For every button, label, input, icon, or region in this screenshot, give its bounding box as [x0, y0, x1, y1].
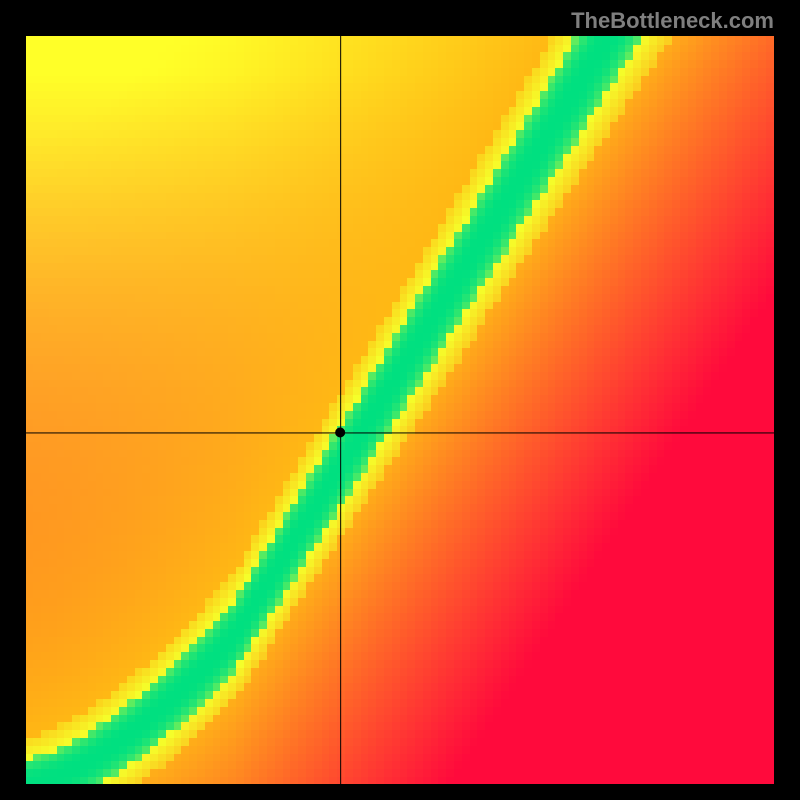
heatmap-canvas: [26, 36, 774, 784]
plot-area: [26, 36, 774, 784]
watermark-text: TheBottleneck.com: [571, 8, 774, 34]
chart-container: TheBottleneck.com: [0, 0, 800, 800]
